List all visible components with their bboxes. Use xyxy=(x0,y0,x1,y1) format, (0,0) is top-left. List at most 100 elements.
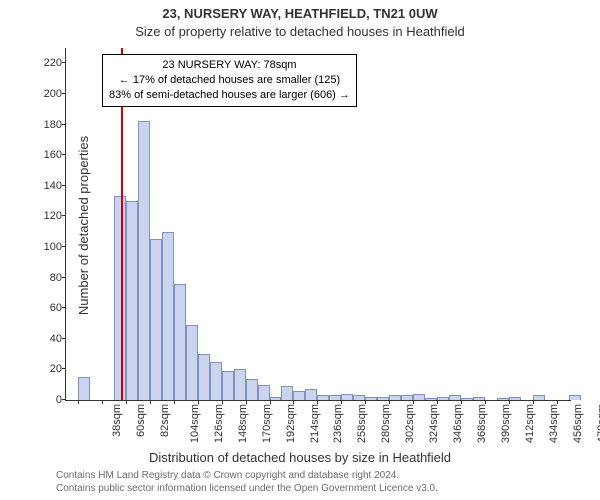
x-tick-label: 456sqm xyxy=(570,404,584,443)
y-tick-mark xyxy=(62,307,66,308)
x-tick-mark xyxy=(174,400,175,404)
histogram-bar xyxy=(497,398,509,400)
y-tick-label: 0 xyxy=(56,394,66,406)
chart-title: 23, NURSERY WAY, HEATHFIELD, TN21 0UW xyxy=(0,6,600,21)
histogram-bar xyxy=(186,325,198,400)
y-tick-mark xyxy=(62,246,66,247)
histogram-bar xyxy=(293,391,305,400)
y-tick-mark xyxy=(62,124,66,125)
y-tick-mark xyxy=(62,277,66,278)
histogram-bar xyxy=(270,397,282,400)
x-tick-mark xyxy=(557,400,558,404)
histogram-bar xyxy=(353,395,365,400)
histogram-bar xyxy=(569,395,581,400)
info-line-2: ← 17% of detached houses are smaller (12… xyxy=(109,73,350,88)
histogram-bar xyxy=(437,397,449,400)
y-tick-mark xyxy=(62,62,66,63)
chart-subtitle: Size of property relative to detached ho… xyxy=(0,24,600,39)
x-tick-mark xyxy=(246,400,247,404)
x-tick-mark xyxy=(509,400,510,404)
x-tick-label: 302sqm xyxy=(402,404,416,443)
histogram-bar xyxy=(425,398,437,400)
y-tick-mark xyxy=(62,368,66,369)
x-tick-label: 214sqm xyxy=(307,404,321,443)
x-tick-label: 38sqm xyxy=(109,404,123,437)
y-tick-mark xyxy=(62,338,66,339)
x-tick-label: 346sqm xyxy=(450,404,464,443)
info-line-1: 23 NURSERY WAY: 78sqm xyxy=(109,58,350,73)
x-tick-mark xyxy=(78,400,79,404)
histogram-bar xyxy=(461,398,473,400)
histogram-bar xyxy=(341,394,353,400)
histogram-bar xyxy=(174,284,186,400)
y-tick-label: 40 xyxy=(50,333,66,345)
x-tick-mark xyxy=(341,400,342,404)
histogram-bar xyxy=(222,371,234,400)
histogram-bar xyxy=(533,395,545,400)
histogram-bar xyxy=(473,397,485,400)
histogram-bar xyxy=(449,395,461,400)
x-tick-mark xyxy=(533,400,534,404)
y-axis-label: Number of detached properties xyxy=(76,136,91,315)
histogram-bar xyxy=(413,394,425,400)
x-tick-mark xyxy=(485,400,486,404)
y-tick-mark xyxy=(62,154,66,155)
y-tick-label: 100 xyxy=(44,241,66,253)
histogram-bar xyxy=(210,362,222,400)
histogram-bar xyxy=(377,397,389,400)
histogram-bar xyxy=(329,395,341,400)
x-tick-label: 148sqm xyxy=(235,404,249,443)
histogram-bar xyxy=(509,397,521,400)
y-tick-label: 60 xyxy=(50,302,66,314)
x-tick-label: 390sqm xyxy=(498,404,512,443)
y-tick-mark xyxy=(62,399,66,400)
x-tick-mark xyxy=(150,400,151,404)
x-tick-label: 368sqm xyxy=(474,404,488,443)
histogram-bar xyxy=(258,385,270,400)
histogram-bar xyxy=(246,379,258,400)
x-tick-mark xyxy=(389,400,390,404)
y-tick-label: 180 xyxy=(44,119,66,131)
histogram-bar xyxy=(305,389,317,400)
x-tick-mark xyxy=(126,400,127,404)
x-tick-label: 324sqm xyxy=(426,404,440,443)
histogram-bar xyxy=(234,369,246,400)
x-tick-mark xyxy=(437,400,438,404)
x-tick-mark xyxy=(413,400,414,404)
histogram-bar xyxy=(138,121,150,400)
info-line-3: 83% of semi-detached houses are larger (… xyxy=(109,88,350,103)
x-tick-label: 258sqm xyxy=(355,404,369,443)
histogram-bar xyxy=(317,395,329,400)
x-axis-label: Distribution of detached houses by size … xyxy=(0,450,600,465)
x-tick-label: 170sqm xyxy=(259,404,273,443)
credit-line-2: Contains public sector information licen… xyxy=(56,483,438,494)
x-tick-label: 412sqm xyxy=(522,404,536,443)
x-tick-label: 82sqm xyxy=(157,404,171,437)
x-tick-mark xyxy=(270,400,271,404)
x-tick-mark xyxy=(293,400,294,404)
info-box: 23 NURSERY WAY: 78sqm ← 17% of detached … xyxy=(102,54,357,107)
histogram-bar xyxy=(126,201,138,400)
x-tick-label: 280sqm xyxy=(378,404,392,443)
x-tick-label: 192sqm xyxy=(283,404,297,443)
y-tick-label: 160 xyxy=(44,149,66,161)
x-tick-mark xyxy=(198,400,199,404)
x-tick-mark xyxy=(461,400,462,404)
histogram-bar xyxy=(150,239,162,400)
x-tick-label: 236sqm xyxy=(331,404,345,443)
y-tick-label: 20 xyxy=(50,363,66,375)
x-tick-label: 60sqm xyxy=(133,404,147,437)
histogram-bar xyxy=(198,354,210,400)
y-tick-label: 220 xyxy=(44,57,66,69)
y-tick-label: 200 xyxy=(44,88,66,100)
x-tick-mark xyxy=(222,400,223,404)
y-tick-label: 140 xyxy=(44,180,66,192)
histogram-bar xyxy=(389,395,401,400)
x-tick-label: 126sqm xyxy=(211,404,225,443)
x-tick-mark xyxy=(102,400,103,404)
x-tick-mark xyxy=(365,400,366,404)
y-tick-mark xyxy=(62,185,66,186)
x-tick-label: 434sqm xyxy=(546,404,560,443)
x-tick-mark xyxy=(317,400,318,404)
histogram-bar xyxy=(401,395,413,400)
